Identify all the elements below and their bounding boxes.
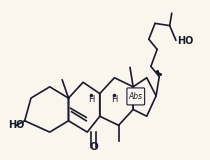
Text: H: H — [111, 95, 118, 104]
Text: O: O — [89, 142, 98, 152]
FancyBboxPatch shape — [127, 88, 145, 105]
Text: H: H — [88, 95, 95, 104]
Text: HO: HO — [177, 36, 193, 47]
Text: HO: HO — [8, 120, 24, 130]
Text: Abs: Abs — [129, 92, 143, 101]
